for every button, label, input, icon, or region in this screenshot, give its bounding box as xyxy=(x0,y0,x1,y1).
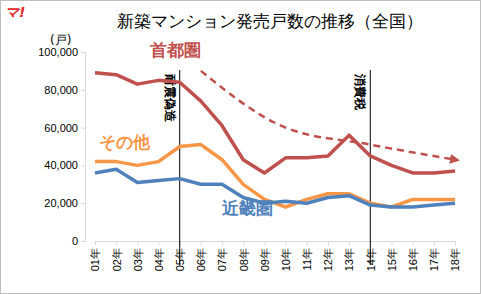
annotations: 耐震偽造消費税マ! xyxy=(5,4,370,265)
y-tick-mark xyxy=(81,52,85,53)
x-tick: 07年 xyxy=(216,241,228,271)
x-axis: 01年02年03年04年05年06年07年08年09年10年11年12年13年1… xyxy=(89,241,461,271)
x-tick: 03年 xyxy=(132,241,144,271)
x-tick-label: 18年 xyxy=(449,248,461,271)
event-line xyxy=(179,70,180,265)
x-tick-mark xyxy=(434,241,435,245)
x-tick-label: 10年 xyxy=(280,248,292,271)
title: 新築マンション発売戸数の推移（全国） xyxy=(117,11,423,31)
y-axis: 0 20,000 40,000 60,000 80,000 100,000 xyxy=(38,46,85,247)
x-tick-label: 17年 xyxy=(428,248,440,271)
x-tick-mark xyxy=(201,241,202,245)
x-tick-label: 12年 xyxy=(322,248,334,271)
x-tick-mark xyxy=(391,241,392,245)
x-tick-mark xyxy=(307,241,308,245)
x-tick: 01年 xyxy=(89,241,101,271)
plot-area xyxy=(95,71,455,207)
x-tick: 17年 xyxy=(428,241,440,271)
x-tick: 06年 xyxy=(195,241,207,271)
x-tick: 15年 xyxy=(386,241,398,271)
x-tick-label: 04年 xyxy=(153,248,165,271)
x-tick-mark xyxy=(243,241,244,245)
y-tick-label: 0 xyxy=(72,235,78,247)
series-line xyxy=(95,169,455,207)
y-axis-label: (戸) xyxy=(50,33,71,47)
x-tick: 09年 xyxy=(259,241,271,271)
trend-line xyxy=(201,71,455,160)
x-tick-mark xyxy=(222,241,223,245)
series-line xyxy=(95,145,455,207)
series-label: 近畿圏 xyxy=(221,198,273,218)
x-axis-line xyxy=(96,241,456,242)
y-tick: 0 xyxy=(72,235,85,247)
x-tick-label: 11年 xyxy=(301,248,313,270)
x-tick: 16年 xyxy=(407,241,419,271)
y-tick-mark xyxy=(81,165,85,166)
x-tick-label: 08年 xyxy=(238,248,250,271)
y-tick-mark xyxy=(81,128,85,129)
x-tick-label: 01年 xyxy=(89,248,101,271)
x-tick-label: 03年 xyxy=(132,248,144,271)
x-tick: 08年 xyxy=(238,241,250,271)
x-tick-mark xyxy=(264,241,265,245)
y-tick-label: 80,000 xyxy=(44,84,78,96)
y-tick: 20,000 xyxy=(44,197,85,209)
y-tick-label: 60,000 xyxy=(44,122,78,134)
y-tick-mark xyxy=(81,203,85,204)
x-tick-mark xyxy=(455,241,456,245)
y-tick-label: 20,000 xyxy=(44,197,78,209)
x-tick-label: 16年 xyxy=(407,248,419,271)
x-tick: 10年 xyxy=(280,241,292,271)
x-tick: 13年 xyxy=(343,241,355,271)
x-tick-label: 07年 xyxy=(216,248,228,271)
x-tick-mark xyxy=(159,241,160,245)
y-tick: 40,000 xyxy=(44,159,85,171)
x-tick-label: 02年 xyxy=(111,248,123,271)
chart: 新築マンション発売戸数の推移（全国） (戸) 0 20,000 40,000 60,000… xyxy=(0,0,481,294)
event-line xyxy=(370,70,371,265)
y-tick-label: 100,000 xyxy=(38,46,78,58)
x-tick-mark xyxy=(349,241,350,245)
series-label: 首都圏 xyxy=(149,40,201,60)
event-label: 消費税 xyxy=(353,73,367,111)
x-tick: 04年 xyxy=(153,241,165,271)
y-tick: 80,000 xyxy=(44,84,85,96)
y-tick: 100,000 xyxy=(38,46,85,58)
x-tick-label: 06年 xyxy=(195,248,207,271)
series-label: その他 xyxy=(99,132,151,152)
y-tick: 60,000 xyxy=(44,122,85,134)
x-tick-label: 13年 xyxy=(343,248,355,271)
x-tick: 12年 xyxy=(322,241,334,271)
y-axis-line xyxy=(81,53,86,242)
x-tick-label: 15年 xyxy=(386,248,398,271)
x-tick-mark xyxy=(137,241,138,245)
y-tick-mark xyxy=(81,90,85,91)
x-tick-mark xyxy=(116,241,117,245)
x-tick-mark xyxy=(286,241,287,245)
x-tick-mark xyxy=(95,241,96,245)
y-tick-label: 40,000 xyxy=(44,159,78,171)
x-tick: 02年 xyxy=(111,241,123,271)
x-tick: 11年 xyxy=(301,241,313,270)
x-tick-mark xyxy=(413,241,414,245)
logo: マ! xyxy=(5,4,25,20)
x-tick: 18年 xyxy=(449,241,461,271)
y-tick-mark xyxy=(81,241,85,242)
x-tick-mark xyxy=(328,241,329,245)
outer-frame xyxy=(1,1,481,294)
x-tick-label: 09年 xyxy=(259,248,271,271)
